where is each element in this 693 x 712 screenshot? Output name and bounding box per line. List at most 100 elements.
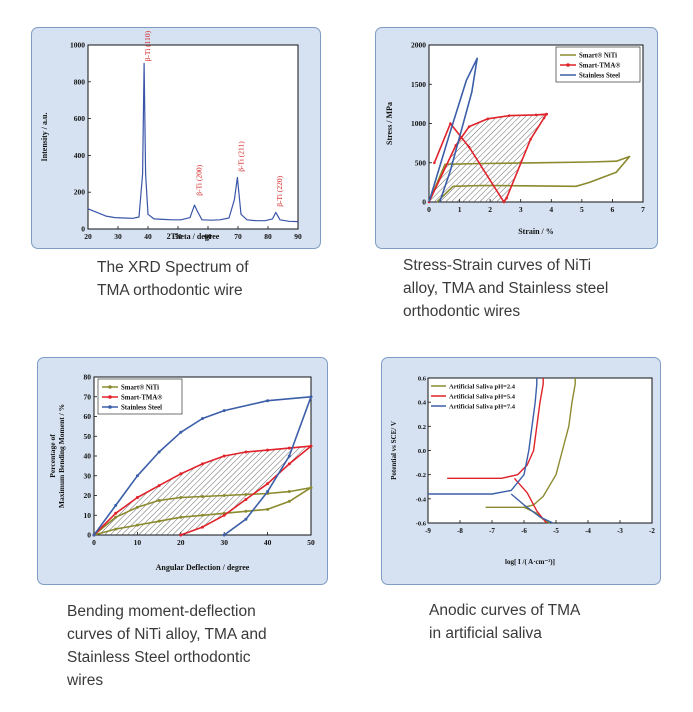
x-tick-label: -6 [521,527,527,535]
data-point [505,196,508,200]
legend-label: Smart-TMA® [579,63,620,70]
x-tick-label: 80 [264,232,272,241]
y-tick-label: 0 [87,531,91,540]
data-point [467,125,471,128]
x-tick-label: 0 [92,538,96,547]
x-tick-label: -2 [649,527,655,535]
legend-label: Artificial Saliva pH=7.4 [449,404,516,411]
data-point [157,498,161,502]
y-axis-label: Potential vs SCE/ V [390,421,398,480]
x-tick-label: -5 [553,527,559,535]
bending-caption-line-2: curves of NiTi alloy, TMA and [67,626,267,643]
data-point [309,444,313,448]
x-axis-label: Angular Deflection / degree [156,563,250,572]
stress-strain-caption-line-1: Stress-Strain curves of NiTi [403,257,592,274]
series-line-2 [447,378,544,480]
bending-chart-panel: 0 10 20 30 40 50 0 10 20 30 40 50 60 70 80 Smart® NiTi S… [37,357,328,585]
legend-marker [566,63,570,67]
series-branch-2 [513,477,547,524]
series-line-1 [428,155,631,203]
x-tick-label: 50 [174,232,182,241]
data-point [244,517,248,521]
data-point [179,533,183,537]
data-point [201,416,204,420]
y-tick-label: 0.6 [418,376,427,383]
x-tick-label: -3 [617,527,623,535]
data-point [201,513,204,517]
y-axis-label: Intensity / a.u. [40,113,49,162]
x-tick-label: 7 [641,205,645,214]
data-point [266,482,270,486]
series-line-3 [428,57,478,203]
data-point [534,113,538,117]
legend-label: Artificial Saliva pH=5.4 [449,394,516,401]
stress-strain-caption-line-3: orthodontic wires [403,303,521,320]
data-point [201,494,204,498]
anodic-chart-panel: -9 -8 -7 -6 -5 -4 -3 -2 -0.6 -0.4 -0.2 0.0 0.2 0.4 0.6… [381,357,661,585]
y-tick-label: -0.2 [416,472,426,479]
data-point [545,112,548,116]
x-tick-label: -7 [489,527,495,535]
anodic-curves-chart: -9 -8 -7 -6 -5 -4 -3 -2 -0.6 -0.4 -0.2 0.0 0.2 0.4 0.6… [390,376,655,567]
bending-caption-line-3: Stainless Steel orthodontic [67,649,251,666]
data-point [433,161,436,165]
legend-label: Smart® NiTi [121,385,159,392]
x-axis-label: 2Theta / degree [167,232,220,241]
anodic-caption: Anodic curves of TMA in artificial saliv… [429,599,580,645]
y-tick-label: 1500 [411,80,426,89]
peak-label: β-Ti (211) [236,141,245,172]
x-axis-label: Strain / % [518,227,554,236]
x-tick-label: 50 [307,538,315,547]
data-point [135,505,139,509]
xrd-caption-line-2: TMA orthodontic wire [97,282,243,299]
y-tick-label: 0.4 [418,400,427,407]
series-line-2 [428,113,548,203]
y-tick-label: 400 [74,151,86,160]
data-point [266,399,270,403]
y-tick-label: 10 [84,511,92,520]
data-point [114,503,118,507]
data-point [114,515,118,519]
data-point [266,507,270,511]
data-point [507,114,511,117]
x-tick-label: 40 [264,538,272,547]
legend-marker [108,395,112,399]
peak-label: β-Ti (200) [194,164,203,195]
x-tick-label: 0 [427,205,431,214]
x-tick-label: 10 [134,538,142,547]
x-tick-label: 3 [519,205,523,214]
y-tick-label: 40 [84,452,92,461]
x-tick-label: 5 [580,205,584,214]
anodic-caption-line-1: Anodic curves of TMA [429,602,581,619]
legend-marker [108,405,112,409]
data-point [222,409,226,413]
data-point [486,117,490,121]
data-point [179,472,183,476]
xrd-caption-line-1: The XRD Spectrum of [97,259,249,276]
y-tick-label: 2000 [411,41,426,50]
data-point [309,395,313,399]
x-tick-label: -8 [457,527,463,535]
data-point [309,486,313,490]
legend-label: Smart® NiTi [579,53,617,60]
data-point [244,509,248,513]
stress-strain-caption-line-2: alloy, TMA and Stainless steel [403,280,609,297]
x-tick-label: 40 [144,232,152,241]
legend-marker [108,385,112,389]
legend-label: Stainless Steel [579,73,620,80]
data-point [529,137,532,141]
y-tick-label: 800 [74,77,86,86]
y-tick-label: 1000 [411,119,426,128]
y-tick-label: 600 [74,114,86,123]
xrd-chart-panel: 20 30 40 50 60 70 80 90 0 200 400 600 800 1000 β-Ti (1… [31,27,321,249]
peak-label: β-Ti (220) [275,175,284,206]
anodic-caption-line-2: in artificial saliva [429,625,542,642]
data-point [222,533,226,537]
bending-caption: Bending moment-deflection curves of NiTi… [67,600,267,692]
data-point [222,454,226,458]
data-point [502,200,506,204]
legend-label: Artificial Saliva pH=2.4 [449,384,516,391]
data-point [266,490,270,494]
data-point [222,513,226,517]
tma-hysteresis-hatch [429,114,547,202]
